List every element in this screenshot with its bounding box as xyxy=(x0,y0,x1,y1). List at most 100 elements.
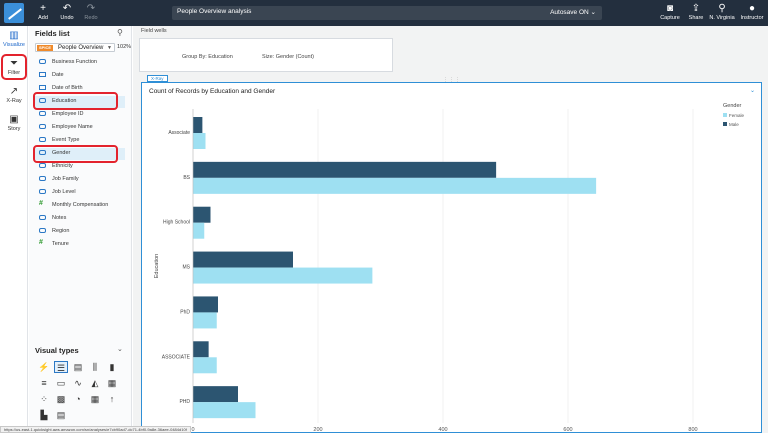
field-wells-label[interactable]: Field wells xyxy=(141,28,167,34)
chevron-down-icon: ▼ xyxy=(107,45,112,51)
field-name: Job Family xyxy=(52,176,79,182)
bar-female xyxy=(193,133,206,149)
bar-female xyxy=(193,222,205,239)
chevron-down-icon[interactable]: ⌄ xyxy=(749,88,755,94)
field-name: Tenure xyxy=(52,241,69,247)
pie-chart-icon[interactable]: ◔ xyxy=(75,394,81,404)
bar-female xyxy=(193,267,373,284)
bar-male xyxy=(193,161,497,178)
stacked-horizontal-bar-icon[interactable]: ≡ xyxy=(41,378,47,388)
field-name: Job Level xyxy=(52,189,76,195)
undo-button[interactable]: ↶ Undo xyxy=(53,3,81,22)
tree-map-icon[interactable]: ▤ xyxy=(56,410,66,420)
left-nav-rail: ▥ Visualize ⏷ Filter ↗ X-Ray ▣ Story xyxy=(0,26,28,433)
chevron-down-icon[interactable]: ⌄ xyxy=(117,346,123,353)
bar-male xyxy=(193,206,211,223)
numeric-field-icon: # xyxy=(39,239,43,246)
analysis-title[interactable]: People Overview analysis xyxy=(177,8,252,15)
bar-male xyxy=(193,341,209,358)
analysis-title-bar[interactable]: People Overview analysis Autosave ON ⌄ xyxy=(172,6,602,20)
area-chart-icon[interactable]: ◭ xyxy=(91,378,99,388)
field-item[interactable]: Business Function xyxy=(35,57,125,69)
chevron-down-icon: ⌄ xyxy=(590,9,596,16)
field-item[interactable]: Education xyxy=(35,96,125,108)
capture-button[interactable]: ◙ Capture xyxy=(656,3,684,22)
field-item[interactable]: Job Family xyxy=(35,174,125,186)
horizontal-bar-icon[interactable]: ☰ xyxy=(54,361,68,373)
bar-chart: 0 200 400 600 800 Education Associate BS High Sc… xyxy=(154,103,745,433)
combo-chart-icon[interactable]: ▙ xyxy=(40,410,48,420)
visual-types-title: Visual types xyxy=(35,346,79,355)
user-menu-button[interactable]: ● Instructor xyxy=(738,3,766,22)
field-item[interactable]: Event Type xyxy=(35,135,125,147)
legend-label: Male xyxy=(729,122,739,127)
dimension-field-icon xyxy=(39,111,46,116)
search-icon[interactable]: ⚲ xyxy=(117,28,123,37)
clustered-bar-icon[interactable]: ⫼ xyxy=(92,362,98,372)
legend-title: Gender xyxy=(723,103,742,109)
add-button[interactable]: + Add xyxy=(29,3,57,22)
drag-handle[interactable]: ⋮⋮⋮ xyxy=(443,77,461,83)
bar-female xyxy=(193,177,597,194)
field-item[interactable]: Region xyxy=(35,226,125,238)
camera-icon: ◙ xyxy=(666,3,674,14)
dataset-name: People Overview xyxy=(58,45,104,51)
group-by-well[interactable]: Group By: Education xyxy=(182,54,233,60)
spice-badge: SPICE xyxy=(37,45,54,51)
x-tick-label: 200 xyxy=(313,427,322,433)
field-item[interactable]: Date of Birth xyxy=(35,83,125,95)
rail-filter[interactable]: ⏷ Filter xyxy=(0,58,28,76)
field-item[interactable]: Ethnicity xyxy=(35,161,125,173)
field-item[interactable]: Job Level xyxy=(35,187,125,199)
autosave-toggle[interactable]: Autosave ON ⌄ xyxy=(550,9,596,16)
field-item[interactable]: Notes xyxy=(35,213,125,225)
legend-swatch xyxy=(723,122,727,126)
field-item[interactable]: Date xyxy=(35,70,125,82)
pivot-table-icon[interactable]: ▦ xyxy=(90,394,100,404)
dataset-selector[interactable]: SPICE People Overview ▼ xyxy=(35,43,115,52)
size-well[interactable]: Size: Gender (Count) xyxy=(262,54,314,60)
redo-icon: ↷ xyxy=(86,3,96,14)
visual-card[interactable]: Count of Records by Education and Gender… xyxy=(141,82,762,433)
field-item[interactable]: # Tenure xyxy=(35,239,125,251)
heat-map-icon[interactable]: ▩ xyxy=(56,394,66,404)
dimension-field-icon xyxy=(39,137,46,142)
percent-bar-icon[interactable]: ▭ xyxy=(56,378,66,388)
field-item[interactable]: Employee Name xyxy=(35,122,125,134)
field-wells-panel: Group By: Education Size: Gender (Count) xyxy=(139,38,393,72)
kpi-icon[interactable]: ↑ xyxy=(109,394,115,404)
plus-icon: + xyxy=(40,3,46,14)
field-name: Employee ID xyxy=(52,111,84,117)
rail-story[interactable]: ▣ Story xyxy=(0,114,28,132)
undo-icon: ↶ xyxy=(62,3,72,14)
field-name: Education xyxy=(52,98,77,104)
rail-visualize[interactable]: ▥ Visualize xyxy=(0,30,28,48)
bar-female xyxy=(193,312,217,329)
category-label: BS xyxy=(183,175,190,181)
line-chart-icon[interactable]: ∿ xyxy=(74,378,82,388)
location-pin-icon: ⚲ xyxy=(718,3,726,14)
category-label: High School xyxy=(163,220,190,226)
field-item[interactable]: # Monthly Compensation xyxy=(35,200,125,212)
xray-tab[interactable]: X-Ray xyxy=(147,75,168,82)
region-button[interactable]: ⚲ N. Virginia xyxy=(709,3,735,21)
story-icon: ▣ xyxy=(9,114,19,125)
stacked-bar-icon[interactable]: ▤ xyxy=(73,362,83,372)
vertical-bar-icon[interactable]: ▮ xyxy=(109,362,115,372)
field-item[interactable]: Gender xyxy=(35,148,125,160)
redo-button[interactable]: ↷ Redo xyxy=(77,3,105,22)
bar-chart-icon: ▥ xyxy=(9,30,19,41)
scatter-plot-icon[interactable]: ⁘ xyxy=(40,394,48,404)
share-button[interactable]: ⇪ Share xyxy=(682,3,710,22)
autograph-icon[interactable]: ⚡ xyxy=(38,362,50,372)
category-label: Associate xyxy=(168,130,190,136)
rail-xray[interactable]: ↗ X-Ray xyxy=(0,86,28,104)
calendar-icon xyxy=(39,85,46,90)
field-name: Ethnicity xyxy=(52,163,73,169)
field-name: Monthly Compensation xyxy=(52,202,109,208)
table-icon[interactable]: ▦ xyxy=(107,378,117,388)
bar-female xyxy=(193,357,217,374)
quicksight-logo[interactable] xyxy=(4,3,24,23)
field-item[interactable]: Employee ID xyxy=(35,109,125,121)
x-tick-label: 400 xyxy=(438,427,447,433)
